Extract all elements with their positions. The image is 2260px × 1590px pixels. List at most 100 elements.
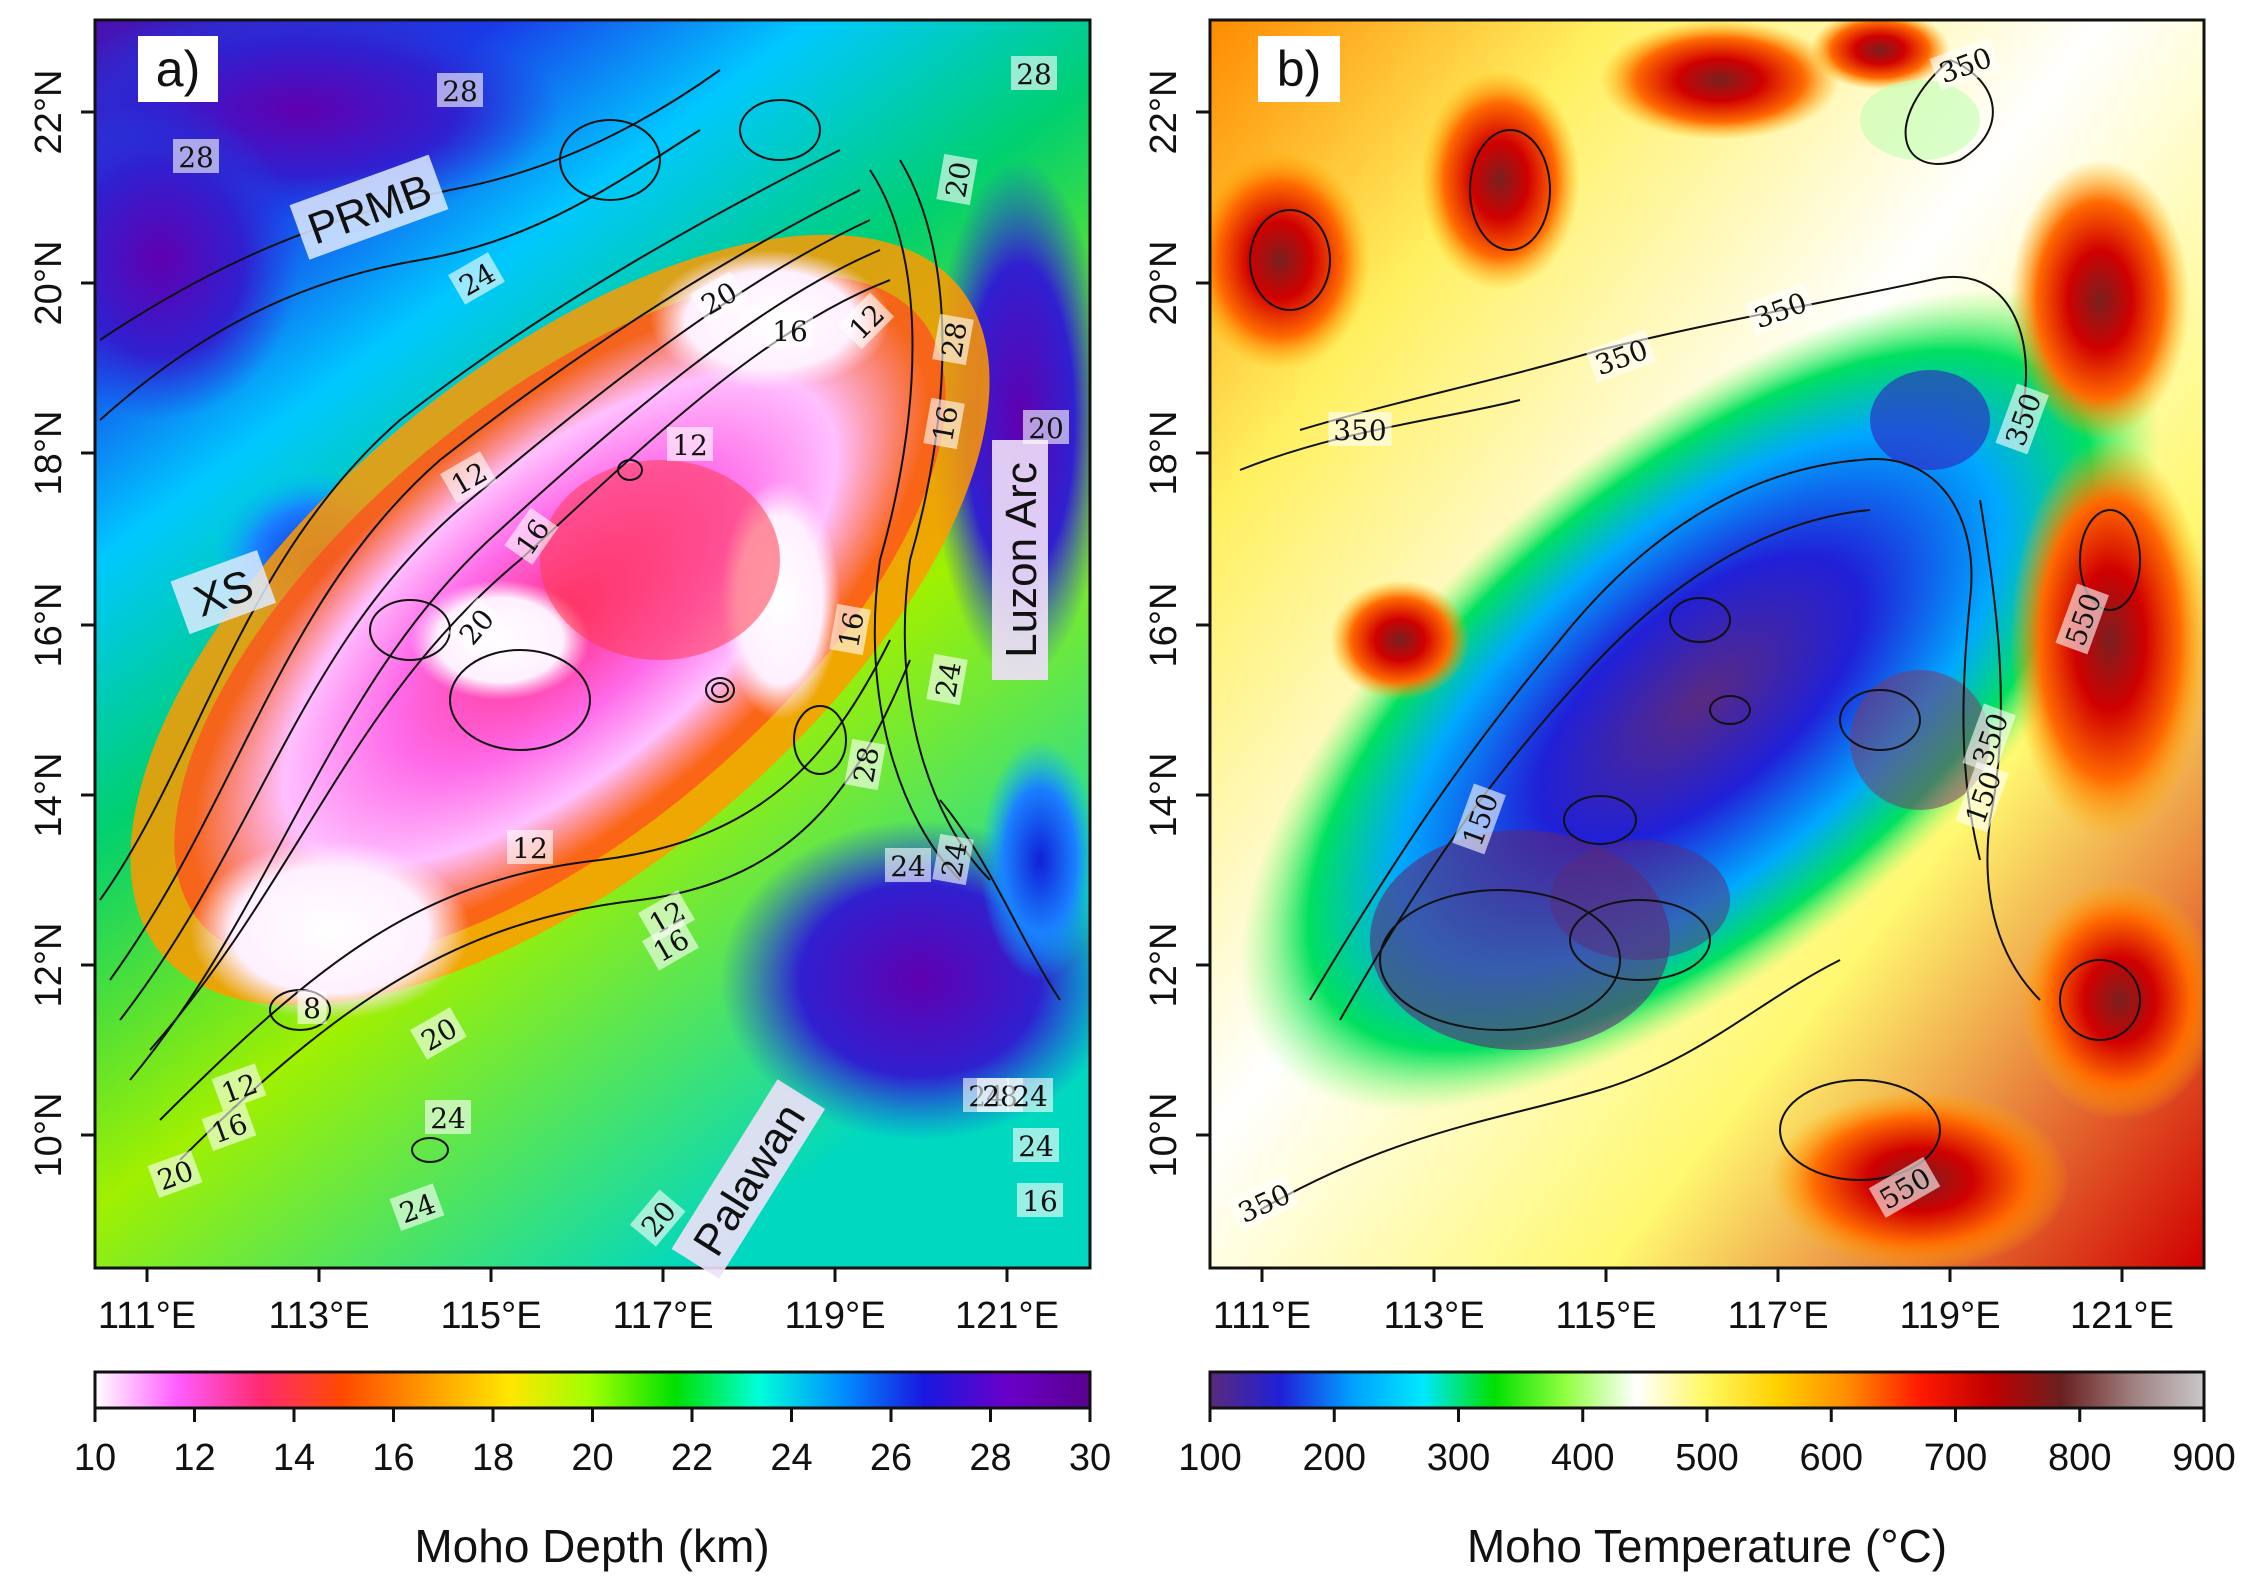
contour-label-box [690, 271, 747, 324]
contour-label-box [1011, 56, 1057, 90]
contour-label-box [885, 848, 931, 882]
colorbar-tick-label: 900 [2172, 1437, 2235, 1479]
panel-a-axes: 111°E 113°E 115°E 117°E 119°E 121°E 10°N 12°N 14… [28, 70, 1059, 1337]
contour-label-box [642, 918, 699, 971]
region-label-luzon-arc: Luzon Arc [997, 462, 1046, 658]
contour-label-box [1013, 1128, 1059, 1162]
colorbar-tick-label: 500 [1675, 1437, 1738, 1479]
panel-b-frame [1208, 18, 2206, 1270]
x-tick-label: 111°E [1213, 1295, 1311, 1337]
colorbar-tick-label: 22 [671, 1437, 713, 1479]
y-tick-label: 22°N [1143, 70, 1185, 155]
contour-label: 24 [1012, 1080, 1048, 1113]
y-tick-label: 18°N [1143, 411, 1185, 496]
x-tick-label: 113°E [1383, 1295, 1484, 1337]
contour-label-box [932, 833, 974, 886]
contour-label-box [147, 1150, 203, 1199]
panel-b-letter: b) [1277, 41, 1321, 97]
contour-label: 24 [1018, 1130, 1054, 1163]
x-tick-label: 117°E [612, 1295, 713, 1337]
colorbar-tick-label: 24 [770, 1437, 812, 1479]
contour-label-box [926, 653, 968, 706]
panel-b-colorbar-ticks: 100 200 300 400 500 600 700 800 900 [1178, 1408, 2236, 1479]
contour-label-box [211, 1063, 267, 1112]
contour-label-box [1868, 1156, 1941, 1218]
contour-label: 16 [926, 403, 965, 444]
contour-label: 20 [939, 159, 978, 200]
panel-b-colorbar [1208, 1370, 2206, 1410]
contour-label-box [507, 830, 553, 864]
contour-label: 24 [430, 1102, 466, 1135]
contour-label: 24 [890, 850, 926, 883]
colorbar-tick-label: 16 [372, 1437, 414, 1479]
colorbar-tick-label: 300 [1427, 1437, 1490, 1479]
panel-a-frame [93, 18, 1092, 1270]
contour-label-box [638, 890, 695, 943]
colorbar-tick-label: 400 [1551, 1437, 1614, 1479]
contour-label-box [936, 153, 978, 206]
x-tick-label: 111°E [98, 1295, 196, 1337]
contour-label-box [923, 397, 965, 450]
contour-label-box [297, 990, 327, 1024]
panel-b-letter-box [1258, 36, 1340, 102]
contour-label: 28 [1016, 58, 1052, 91]
colorbar-tick-label: 10 [74, 1437, 116, 1479]
contour-label: 350 [1333, 414, 1386, 447]
colorbar-tick-label: 18 [472, 1437, 514, 1479]
contour-label-box [837, 292, 895, 350]
colorbar-tick-label: 600 [1800, 1437, 1863, 1479]
contour-label: 12 [672, 429, 708, 462]
contour-label: 28 [178, 141, 214, 174]
y-tick-label: 14°N [1143, 753, 1185, 838]
colorbar-tick-label: 28 [969, 1437, 1011, 1479]
colorbar-tick-label: 200 [1303, 1437, 1366, 1479]
contour-label-box [1585, 329, 1657, 383]
y-tick-label: 20°N [28, 241, 70, 326]
colorbar-tick-label: 100 [1178, 1437, 1241, 1479]
y-tick-label: 16°N [1143, 583, 1185, 668]
contour-label-box [629, 1189, 686, 1247]
colorbar-tick-label: 700 [1924, 1437, 1987, 1479]
contour-label-box [173, 139, 219, 173]
x-tick-label: 119°E [784, 1295, 885, 1337]
y-tick-label: 14°N [28, 753, 70, 838]
contour-label-box [1955, 761, 2009, 833]
contour-label-box [447, 597, 504, 655]
panel-a-letter-box [138, 36, 218, 102]
contour-label-box [1023, 410, 1069, 444]
contour-label-box [448, 252, 505, 305]
contour-label: 28 [442, 75, 478, 108]
colorbar-tick-label: 20 [571, 1437, 613, 1479]
x-tick-label: 113°E [268, 1295, 369, 1337]
contour-label: 16 [832, 609, 871, 650]
contour-label: 28 [935, 319, 974, 360]
contour-label-box [1452, 783, 1506, 855]
contour-label-box [1007, 1078, 1053, 1112]
contour-label-box [667, 427, 713, 461]
contour-label-box [844, 738, 886, 791]
contour-label: 12 [512, 832, 548, 865]
x-tick-label: 117°E [1727, 1295, 1828, 1337]
x-tick-label: 119°E [1899, 1295, 2000, 1337]
panel-a-colorbar [93, 1370, 1092, 1410]
contour-label-box [1017, 1183, 1063, 1217]
contour-label-box [1744, 282, 1816, 336]
contour-label-box [1962, 703, 2016, 775]
panel-a-colorbar-ticks: 10 12 14 16 18 20 22 24 26 28 30 [74, 1408, 1111, 1479]
contour-label-box [437, 73, 483, 107]
panel-a-colorbar-title: Moho Depth (km) [414, 1520, 769, 1572]
colorbar-tick-label: 14 [273, 1437, 315, 1479]
contour-label: 16 [772, 315, 808, 348]
contour-label: 8 [303, 992, 321, 1025]
contour-label-box [1929, 37, 2001, 91]
y-tick-label: 16°N [28, 583, 70, 668]
panel-b-axes: 111°E 113°E 115°E 117°E 119°E 121°E 10°N 12°N 14… [1143, 70, 2174, 1337]
y-tick-label: 18°N [28, 411, 70, 496]
contour-label-box [2055, 583, 2109, 655]
panel-a-contours [99, 69, 1061, 1163]
contour-label: 20 [1028, 412, 1064, 445]
contour-label-box [425, 1100, 471, 1134]
